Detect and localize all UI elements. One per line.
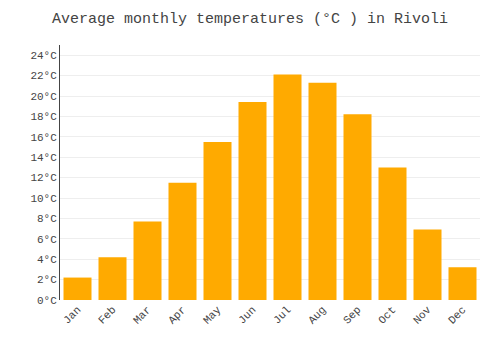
svg-text:0°C: 0°C [37, 295, 57, 307]
svg-text:Sep: Sep [341, 304, 363, 326]
svg-text:May: May [201, 304, 224, 327]
svg-text:20°C: 20°C [30, 91, 57, 103]
svg-text:Dec: Dec [446, 304, 468, 326]
svg-text:16°C: 16°C [30, 132, 57, 144]
svg-text:Oct: Oct [376, 304, 398, 326]
svg-text:Average monthly temperatures (: Average monthly temperatures (°C ) in Ri… [52, 11, 448, 28]
svg-text:24°C: 24°C [30, 50, 57, 62]
svg-text:4°C: 4°C [37, 254, 57, 266]
svg-text:12°C: 12°C [30, 172, 57, 184]
svg-text:18°C: 18°C [30, 111, 57, 123]
svg-text:2°C: 2°C [37, 274, 57, 286]
svg-text:Mar: Mar [131, 304, 153, 326]
svg-text:Apr: Apr [166, 304, 188, 326]
svg-text:Jun: Jun [236, 304, 258, 326]
svg-text:Jan: Jan [61, 304, 83, 326]
svg-text:8°C: 8°C [37, 213, 57, 225]
svg-text:14°C: 14°C [30, 152, 57, 164]
svg-text:10°C: 10°C [30, 193, 57, 205]
svg-text:6°C: 6°C [37, 234, 57, 246]
svg-text:22°C: 22°C [30, 70, 57, 82]
svg-text:Jul: Jul [271, 304, 293, 326]
svg-text:Nov: Nov [411, 304, 434, 327]
svg-text:Feb: Feb [96, 304, 118, 326]
svg-text:Aug: Aug [306, 304, 328, 326]
